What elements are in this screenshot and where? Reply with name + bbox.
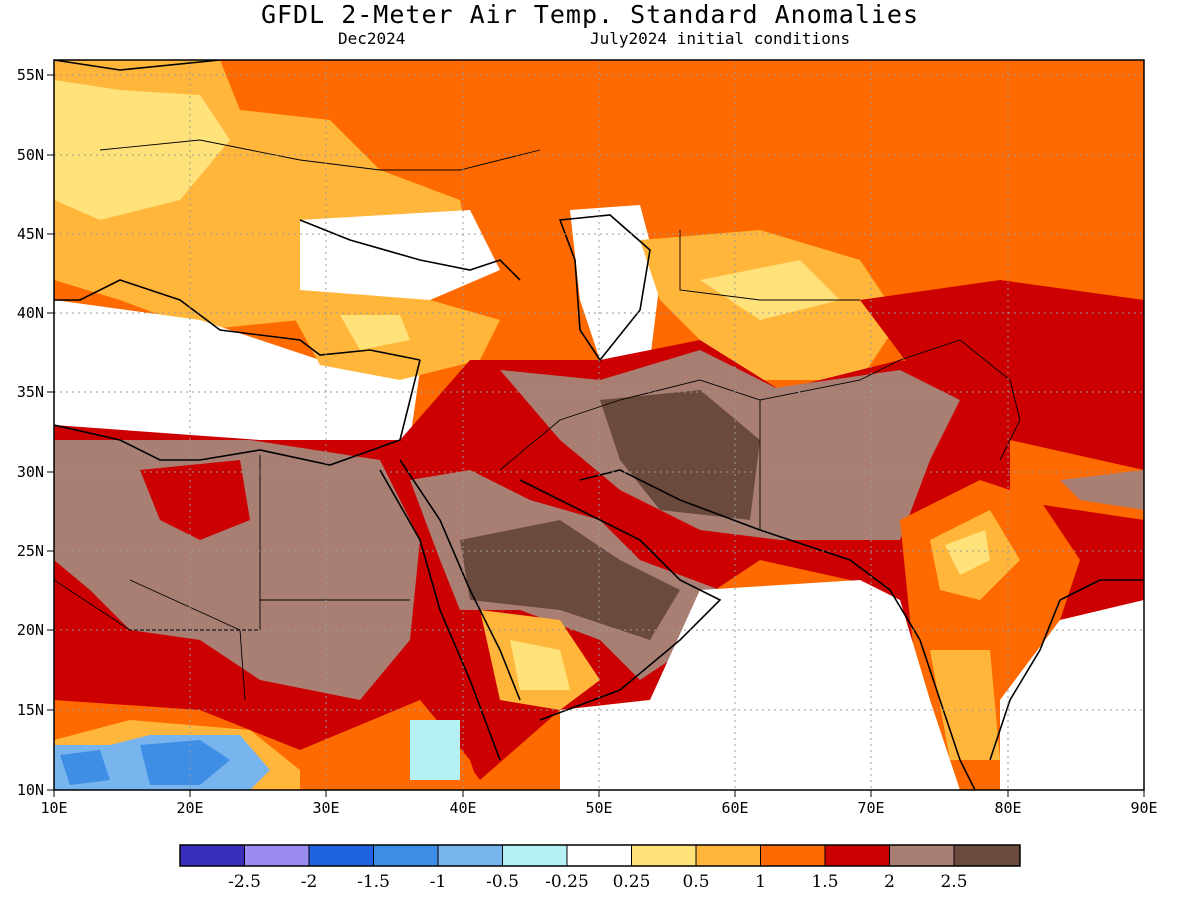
field-sahara-red-patch (140, 460, 250, 540)
axis-ticks (47, 74, 1145, 797)
coast-med-north (54, 279, 421, 361)
field-pakistan-brown (760, 370, 960, 540)
border-europe (99, 139, 541, 171)
legend-swatch-7 (631, 845, 696, 866)
coast-redsea-east (399, 459, 521, 701)
legend-swatch-2 (309, 845, 374, 866)
legend-label-9: 1.5 (811, 872, 838, 892)
init-conditions-label: July2024 initial conditions (590, 29, 851, 48)
field-med-white (54, 300, 420, 455)
lon-label-50e: 50E (585, 799, 612, 817)
map-title: GFDL 2-Meter Air Temp. Standard Anomalie… (260, 0, 920, 29)
legend-label-0: -2.5 (228, 872, 261, 892)
legend-label-5: -0.25 (545, 872, 589, 892)
lon-label-40e: 40E (449, 799, 476, 817)
coastlines (54, 60, 1144, 790)
lat-label-30n: 30N (17, 463, 44, 481)
field-iran-dark (600, 390, 760, 520)
legend-dividers (244, 845, 955, 866)
field-india-south-light (930, 650, 1000, 760)
legend-swatch-8 (696, 845, 761, 866)
lat-label-15n: 15N (17, 701, 44, 719)
legend-swatch-10 (825, 845, 890, 866)
lon-label-80e: 80E (994, 799, 1021, 817)
legend-label-1: -2 (301, 872, 318, 892)
coast-india-east (989, 599, 1061, 761)
coast-caspian (558, 214, 651, 362)
lat-label-35n: 35N (17, 383, 44, 401)
lat-label-25n: 25N (17, 542, 44, 560)
field-india-yellow (945, 530, 990, 575)
legend-label-8: 1 (755, 872, 766, 892)
legend-swatch-4 (438, 845, 503, 866)
legend-swatch-3 (373, 845, 438, 866)
legend-swatch-12 (954, 845, 1020, 866)
field-sahel-blue (60, 740, 230, 785)
lon-label-30e: 30E (312, 799, 339, 817)
legend-swatch-1 (244, 845, 309, 866)
legend-label-6: 0.25 (613, 872, 651, 892)
border-kazakh (679, 230, 860, 301)
legend-label-4: -0.5 (486, 872, 519, 892)
lon-label-20e: 20E (176, 799, 203, 817)
legend-swatch-0 (180, 845, 245, 866)
field-sahara-brown (54, 440, 420, 700)
valid-month-label: Dec2024 (338, 29, 406, 48)
legend-swatch-11 (889, 845, 954, 866)
legend-frame (179, 844, 1021, 867)
legend-swatch-6 (567, 845, 632, 866)
lat-label-20n: 20N (17, 621, 44, 639)
field-arabia-dark (460, 520, 680, 640)
legend-label-7: 0.5 (682, 872, 709, 892)
field-ethiopia-cyan (410, 720, 460, 780)
lon-label-60e: 60E (721, 799, 748, 817)
legend-label-10: 2 (884, 872, 895, 892)
graticule (54, 60, 1144, 790)
coast-blacksea (299, 219, 521, 281)
color-legend: -2.5 -2 -1.5 -1 -0.5 -0.25 0.25 0.5 1 1.… (179, 844, 1021, 892)
field-arabiansea-white (560, 580, 960, 790)
axis-labels: 10E 20E 30E 40E 50E 60E 70E 80E 90E 10N … (17, 66, 1158, 817)
field-bengal-white (1000, 600, 1144, 790)
coast-baltic (54, 60, 221, 71)
border-kashmir (899, 339, 1021, 461)
lat-label-45n: 45N (17, 225, 44, 243)
field-yemen-yellow (510, 640, 570, 690)
lat-label-50n: 50N (17, 146, 44, 164)
field-central-asia-yellow (700, 260, 840, 320)
legend-label-11: 2.5 (940, 872, 967, 892)
field-turkey-yellow (340, 315, 410, 350)
coast-bengal (1059, 579, 1144, 601)
field-europe-yellow (54, 80, 230, 220)
lon-label-10e: 10E (40, 799, 67, 817)
border-libya (54, 455, 261, 631)
legend-swatch-5 (502, 845, 567, 866)
field-caspian-white (570, 205, 660, 360)
legend-swatch-9 (760, 845, 825, 866)
legend-label-3: -1 (430, 872, 447, 892)
coast-north-africa (54, 359, 421, 466)
lon-label-70e: 70E (857, 799, 884, 817)
field-east-brown (1060, 470, 1144, 510)
coast-redsea-west (379, 469, 501, 761)
borders (54, 139, 1021, 701)
field-tibet-red (860, 280, 1144, 470)
coast-india-west (889, 589, 976, 790)
lat-label-10n: 10N (17, 781, 44, 799)
border-iran-north (499, 359, 901, 471)
lat-label-55n: 55N (17, 66, 44, 84)
legend-label-2: -1.5 (357, 872, 390, 892)
legend-labels: -2.5 -2 -1.5 -1 -0.5 -0.25 0.25 0.5 1 1.… (228, 872, 967, 892)
coast-arabia (519, 479, 722, 721)
lon-label-90e: 90E (1130, 799, 1157, 817)
lat-label-40n: 40N (17, 304, 44, 322)
